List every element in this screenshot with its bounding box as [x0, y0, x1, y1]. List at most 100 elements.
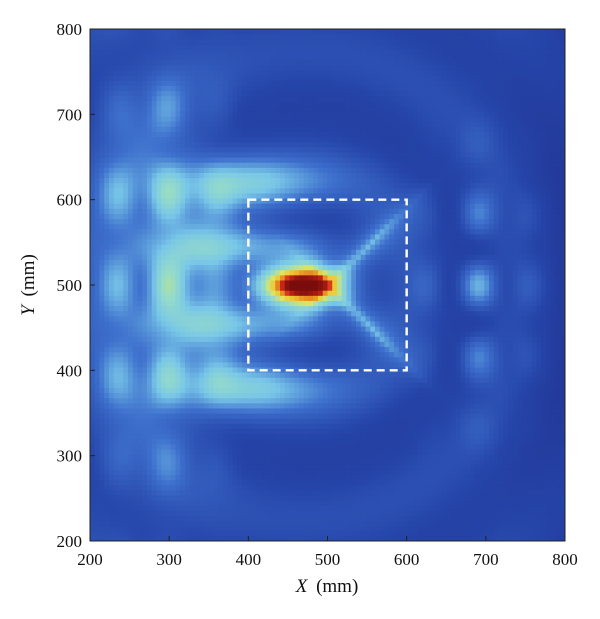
heatmap-cell	[208, 336, 215, 342]
heatmap-cell	[265, 192, 272, 199]
heatmap-cell	[284, 218, 291, 225]
heatmap-cell	[265, 238, 272, 245]
heatmap-cell	[322, 44, 329, 51]
heatmap-cell	[284, 494, 291, 501]
heatmap-cell	[113, 269, 120, 276]
heatmap-cell	[261, 244, 267, 250]
heatmap-cell	[185, 85, 191, 92]
heatmap-cell	[246, 136, 253, 143]
heatmap-cell	[223, 372, 229, 378]
heatmap-cell	[256, 515, 262, 522]
heatmap-cell	[303, 500, 310, 506]
heatmap-cell	[299, 295, 305, 301]
heatmap-cell	[308, 244, 314, 250]
heatmap-cell	[251, 187, 257, 194]
heatmap-cell	[318, 208, 324, 214]
heatmap-cell	[289, 392, 295, 399]
heatmap-cell	[237, 520, 243, 527]
heatmap-cell	[256, 489, 262, 496]
heatmap-cell	[313, 75, 319, 81]
heatmap-cell	[322, 402, 329, 409]
heatmap-cell	[251, 49, 257, 56]
heatmap-cell	[151, 100, 158, 107]
heatmap-cell	[223, 515, 229, 522]
heatmap-cell	[303, 489, 310, 496]
heatmap-cell	[199, 453, 205, 460]
heatmap-cell	[280, 535, 286, 541]
heatmap-cell	[308, 146, 314, 153]
heatmap-cell	[313, 146, 319, 153]
heatmap-cell	[194, 85, 200, 92]
heatmap-cell	[284, 167, 291, 173]
heatmap-cell	[237, 162, 243, 168]
heatmap-cell	[128, 233, 134, 240]
heatmap-cell	[180, 366, 186, 373]
heatmap-cell	[90, 105, 96, 112]
heatmap-cell	[123, 479, 129, 486]
heatmap-cell	[104, 218, 110, 225]
heatmap-cell	[194, 346, 200, 353]
heatmap-cell	[199, 464, 205, 470]
heatmap-cell	[218, 474, 224, 481]
heatmap-cell	[170, 479, 177, 486]
heatmap-cell	[185, 366, 191, 373]
heatmap-cell	[142, 484, 148, 491]
heatmap-cell	[237, 136, 243, 143]
heatmap-cell	[289, 500, 295, 506]
heatmap-cell	[161, 269, 167, 276]
heatmap-cell	[204, 213, 210, 220]
heatmap-cell	[189, 182, 196, 189]
heatmap-cell	[166, 382, 172, 388]
heatmap-cell	[213, 346, 219, 353]
heatmap-cell	[166, 54, 172, 61]
heatmap-cell	[132, 464, 139, 470]
heatmap-cell	[322, 356, 329, 363]
heatmap-cell	[118, 34, 124, 40]
heatmap-cell	[256, 64, 262, 71]
heatmap-cell	[213, 259, 219, 266]
heatmap-cell	[265, 59, 272, 66]
heatmap-cell	[161, 100, 167, 107]
heatmap-cell	[199, 295, 205, 301]
heatmap-cell	[118, 438, 124, 445]
heatmap-cell	[218, 361, 224, 368]
heatmap-cell	[246, 116, 253, 122]
heatmap-cell	[128, 90, 134, 97]
heatmap-cell	[166, 172, 172, 179]
heatmap-cell	[251, 392, 257, 399]
heatmap-cell	[175, 90, 181, 97]
heatmap-cell	[142, 49, 148, 56]
heatmap-cell	[104, 172, 110, 179]
heatmap-cell	[289, 438, 295, 445]
heatmap-cell	[289, 489, 295, 496]
heatmap-cell	[185, 320, 191, 327]
heatmap-cell	[284, 80, 291, 86]
heatmap-cell	[137, 172, 143, 179]
heatmap-cell	[242, 238, 248, 245]
heatmap-cell	[232, 500, 238, 506]
heatmap-cell	[204, 131, 210, 138]
heatmap-cell	[161, 505, 167, 511]
heatmap-cell	[194, 361, 200, 368]
heatmap-cell	[113, 39, 120, 45]
heatmap-cell	[194, 69, 200, 76]
heatmap-cell	[299, 377, 305, 383]
heatmap-cell	[237, 510, 243, 516]
heatmap-cell	[123, 136, 129, 143]
heatmap-cell	[99, 131, 105, 138]
heatmap-cell	[199, 151, 205, 158]
heatmap-cell	[208, 459, 215, 465]
heatmap-cell	[170, 300, 177, 307]
heatmap-cell	[213, 387, 219, 394]
heatmap-cell	[156, 95, 162, 102]
heatmap-cell	[161, 336, 167, 342]
heatmap-cell	[242, 315, 248, 322]
heatmap-cell	[204, 290, 210, 296]
heatmap-cell	[175, 64, 181, 71]
heatmap-cell	[299, 218, 305, 225]
heatmap-cell	[113, 110, 120, 117]
heatmap-cell	[280, 259, 286, 266]
heatmap-cell	[242, 525, 248, 532]
heatmap-cell	[232, 346, 238, 353]
heatmap-cell	[237, 90, 243, 97]
